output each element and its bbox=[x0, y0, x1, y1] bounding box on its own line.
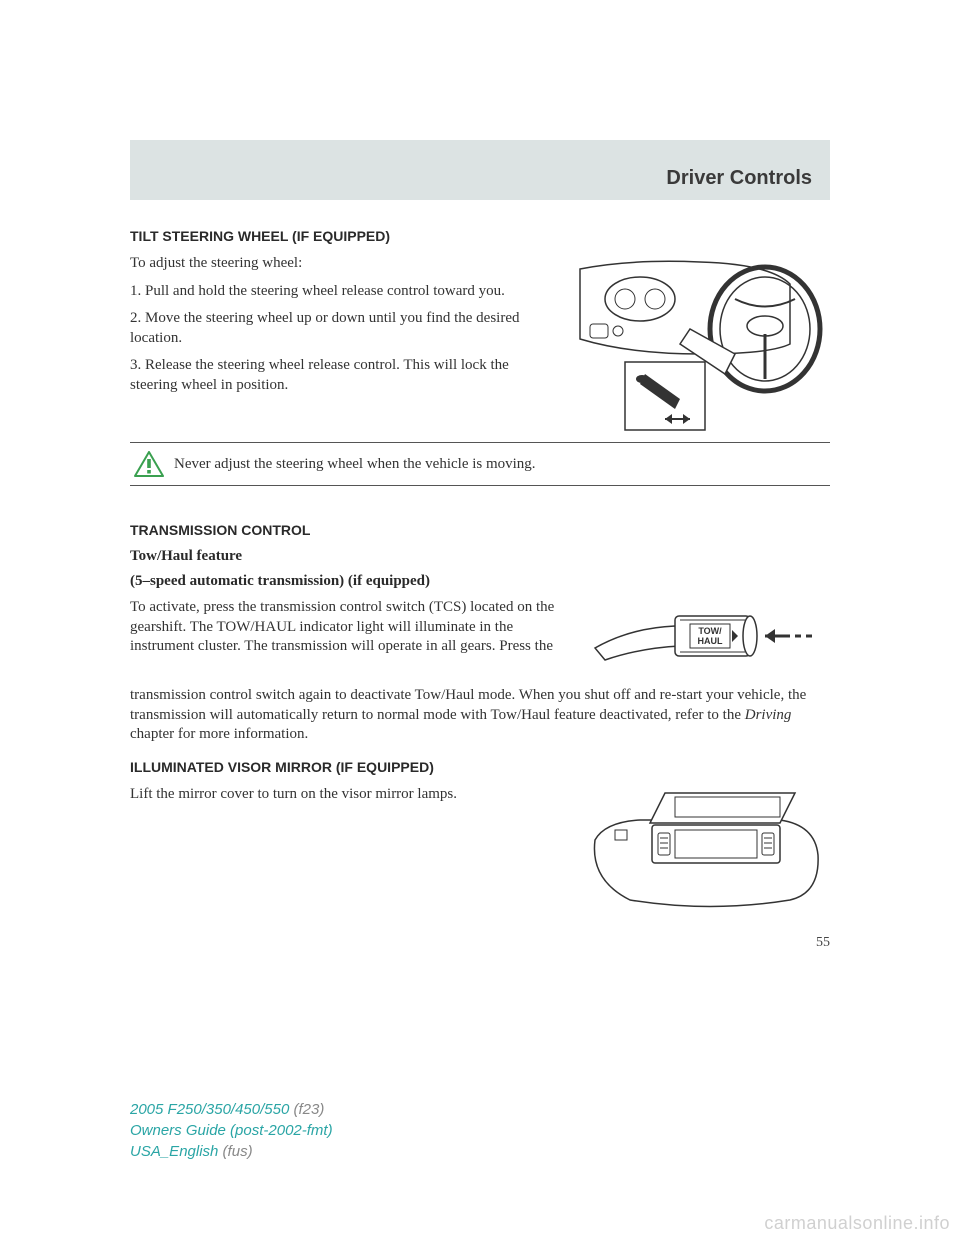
chapter-title: Driver Controls bbox=[666, 167, 812, 190]
para: 3. Release the steering wheel release co… bbox=[130, 356, 555, 395]
footer: 2005 F250/350/450/550 (f23) Owners Guide… bbox=[130, 1099, 333, 1162]
para: To activate, press the transmission cont… bbox=[130, 598, 575, 657]
para: Lift the mirror cover to turn on the vis… bbox=[130, 785, 565, 805]
footer-line: 2005 F250/350/450/550 (f23) bbox=[130, 1099, 333, 1120]
footer-line: Owners Guide (post-2002-fmt) bbox=[130, 1120, 333, 1141]
para: 1. Pull and hold the steering wheel rele… bbox=[130, 282, 555, 302]
heading-tilt-steering: TILT STEERING WHEEL (IF EQUIPPED) bbox=[130, 228, 830, 244]
para: 2. Move the steering wheel up or down un… bbox=[130, 309, 555, 348]
para-continuation: transmission control switch again to dea… bbox=[130, 686, 830, 745]
heading-transmission: TRANSMISSION CONTROL bbox=[130, 522, 830, 538]
text-span: chapter for more information. bbox=[130, 726, 308, 742]
text-column: To adjust the steering wheel: 1. Pull an… bbox=[130, 254, 555, 434]
haul-label: HAUL bbox=[698, 636, 723, 646]
page-container: Driver Controls TILT STEERING WHEEL (IF … bbox=[0, 0, 960, 1011]
tow-label: TOW/ bbox=[698, 626, 722, 636]
warning-triangle-icon bbox=[134, 451, 164, 477]
text-column: Lift the mirror cover to turn on the vis… bbox=[130, 785, 565, 915]
text-column: To activate, press the transmission cont… bbox=[130, 598, 575, 678]
page-number: 55 bbox=[130, 935, 830, 951]
footer-code: (fus) bbox=[218, 1143, 252, 1160]
heading-visor-mirror: ILLUMINATED VISOR MIRROR (IF EQUIPPED) bbox=[130, 759, 830, 775]
illustration-visor-mirror bbox=[580, 785, 830, 915]
warning-box: Never adjust the steering wheel when the… bbox=[130, 442, 830, 486]
warning-text: Never adjust the steering wheel when the… bbox=[174, 456, 536, 473]
illustration-steering-wheel bbox=[570, 254, 830, 434]
subheading-5speed: (5–speed automatic transmission) (if equ… bbox=[130, 573, 830, 590]
italic-text: Driving bbox=[745, 707, 792, 723]
footer-model: 2005 F250/350/450/550 bbox=[130, 1101, 289, 1118]
para: To adjust the steering wheel: bbox=[130, 254, 555, 274]
header-bar: Driver Controls bbox=[130, 140, 830, 200]
footer-lang: USA_English bbox=[130, 1143, 218, 1160]
subheading-tow-haul: Tow/Haul feature bbox=[130, 548, 830, 565]
watermark: carmanualsonline.info bbox=[764, 1213, 950, 1234]
text-span: transmission control switch again to dea… bbox=[130, 687, 806, 723]
illustration-tow-haul-button: TOW/ HAUL bbox=[590, 598, 830, 678]
section-visor-mirror: Lift the mirror cover to turn on the vis… bbox=[130, 785, 830, 915]
footer-line: USA_English (fus) bbox=[130, 1141, 333, 1162]
section-tilt-steering: To adjust the steering wheel: 1. Pull an… bbox=[130, 254, 830, 434]
footer-code: (f23) bbox=[289, 1101, 324, 1118]
section-transmission: To activate, press the transmission cont… bbox=[130, 598, 830, 678]
